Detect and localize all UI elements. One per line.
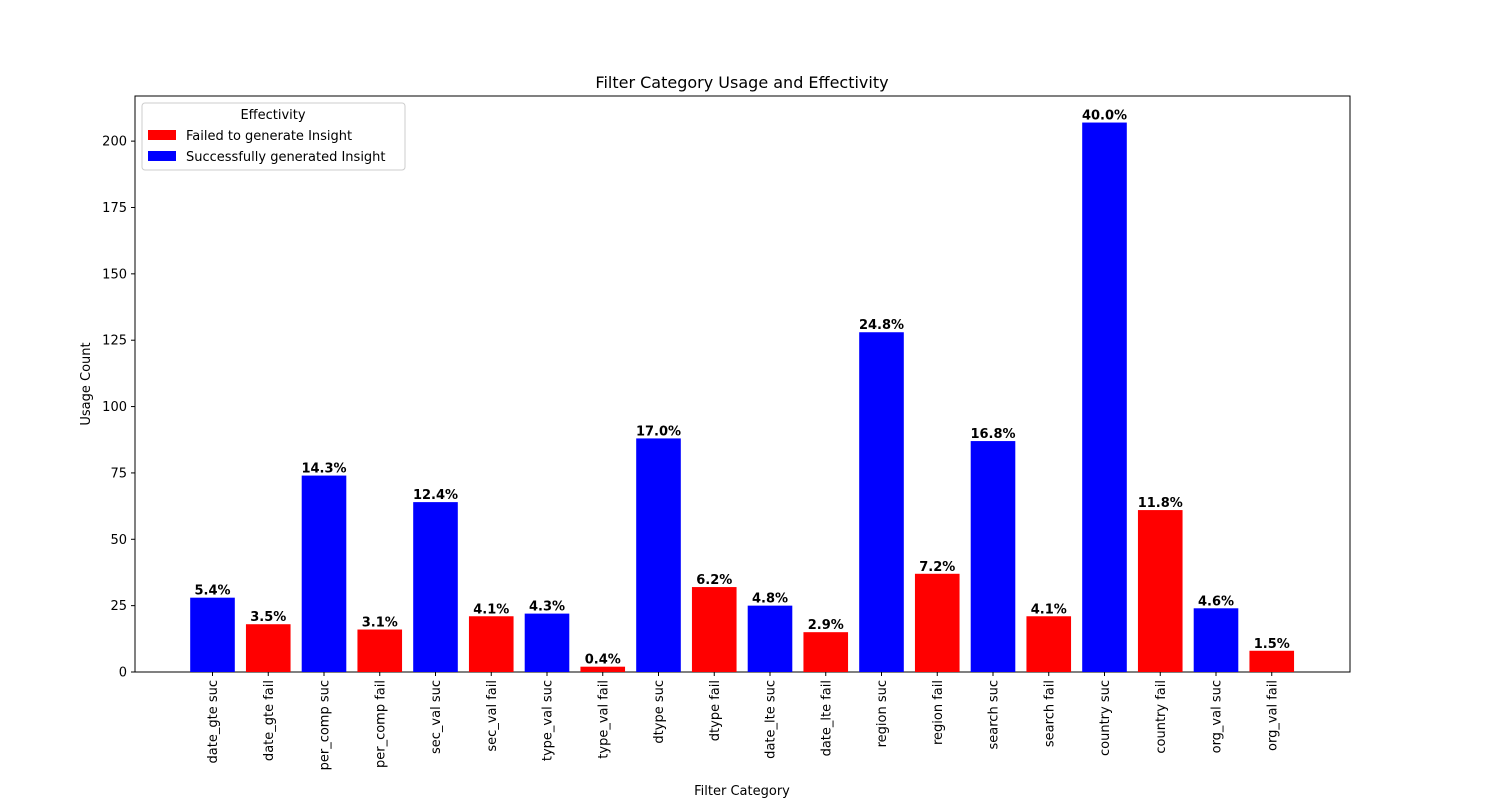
y-tick-label: 75 xyxy=(110,466,127,481)
bar-data-label: 1.5% xyxy=(1254,637,1290,652)
bar xyxy=(1137,510,1183,672)
y-tick-label: 200 xyxy=(102,135,127,150)
x-tick-label: date_gte fail xyxy=(262,680,277,761)
x-tick-label: type_val suc xyxy=(541,680,556,761)
x-tick-label: dtype suc xyxy=(652,680,667,744)
legend-swatch-fail xyxy=(148,130,176,140)
bar xyxy=(803,632,849,672)
bar xyxy=(691,587,737,672)
x-tick-label: sec_val suc xyxy=(429,680,444,754)
y-tick-label: 150 xyxy=(102,267,127,282)
bar xyxy=(357,629,403,672)
bar xyxy=(747,605,793,672)
x-tick-label: org_val fail xyxy=(1265,680,1280,751)
y-tick-label: 50 xyxy=(110,533,127,548)
bar-data-label: 24.8% xyxy=(859,318,904,333)
bar xyxy=(1026,616,1072,672)
chart-title: Filter Category Usage and Effectivity xyxy=(595,73,888,92)
bar xyxy=(1249,650,1295,672)
bar-data-label: 3.5% xyxy=(250,610,286,625)
bar xyxy=(524,613,570,672)
bar xyxy=(413,502,458,672)
bar-data-label: 4.8% xyxy=(752,592,788,607)
x-tick-label: date_gte suc xyxy=(206,680,221,763)
bar xyxy=(970,441,1016,672)
bar xyxy=(190,597,235,672)
x-tick-label: search suc xyxy=(987,680,1002,749)
bar-data-label: 12.4% xyxy=(413,488,458,503)
x-axis-label: Filter Category xyxy=(694,784,790,799)
x-tick-label: search fail xyxy=(1042,680,1057,747)
x-tick-label: region fail xyxy=(931,680,946,745)
y-tick-label: 0 xyxy=(119,666,127,681)
bar xyxy=(859,332,904,672)
x-tick-label: type_val fail xyxy=(596,680,611,759)
plot-area: 0 25 50 75 100 125 150 175 200 5.4% date_gte suc 3.… xyxy=(102,95,1351,770)
legend-frame xyxy=(141,102,406,171)
legend-label-success: Successfully generated Insight xyxy=(186,150,386,165)
y-axis-label: Usage Count xyxy=(79,342,94,425)
bar-data-label: 11.8% xyxy=(1138,496,1183,511)
x-tick-label: country suc xyxy=(1098,680,1113,756)
y-tick-label: 25 xyxy=(110,599,127,614)
x-tick-label: dtype fail xyxy=(708,680,723,741)
legend-title: Effectivity xyxy=(240,108,305,123)
legend-label-fail: Failed to generate Insight xyxy=(186,129,352,144)
bar-data-label: 14.3% xyxy=(301,462,346,477)
bar-data-label: 4.1% xyxy=(1031,602,1067,617)
bar-data-label: 0.4% xyxy=(585,653,621,668)
bar xyxy=(1193,608,1239,672)
x-tick-label: country fail xyxy=(1154,680,1169,754)
bar xyxy=(245,624,291,672)
bar-data-label: 17.0% xyxy=(636,424,681,439)
bar xyxy=(301,475,347,672)
x-tick-label: sec_val fail xyxy=(485,680,500,752)
bar xyxy=(636,438,681,672)
bar-data-label: 4.3% xyxy=(529,600,565,615)
legend-swatch-success xyxy=(148,151,176,161)
x-tick-label: region suc xyxy=(875,680,890,747)
bar-data-label: 16.8% xyxy=(970,427,1015,442)
bar xyxy=(1082,122,1127,673)
bar xyxy=(468,616,514,672)
legend: Effectivity Failed to generate Insight S… xyxy=(141,102,406,171)
bar xyxy=(914,573,960,672)
bar-data-label: 3.1% xyxy=(362,616,398,631)
x-tick-label: org_val suc xyxy=(1210,680,1225,753)
y-tick-label: 175 xyxy=(102,201,127,216)
y-tick-label: 100 xyxy=(102,400,127,415)
bar-data-label: 6.2% xyxy=(696,573,732,588)
x-tick-label: per_comp suc xyxy=(318,680,333,770)
x-tick-label: date_lte suc xyxy=(764,680,779,759)
bar-data-label: 4.6% xyxy=(1198,594,1234,609)
bar xyxy=(580,666,626,672)
bar-data-label: 2.9% xyxy=(808,618,844,633)
plot-frame xyxy=(134,95,1351,673)
y-tick-label: 125 xyxy=(102,334,127,349)
bar-data-label: 5.4% xyxy=(194,584,230,599)
bar-data-label: 40.0% xyxy=(1082,109,1127,124)
bar-data-label: 7.2% xyxy=(919,560,955,575)
x-tick-label: date_lte fail xyxy=(819,680,834,756)
x-tick-label: per_comp fail xyxy=(373,680,388,768)
bar-data-label: 4.1% xyxy=(473,602,509,617)
